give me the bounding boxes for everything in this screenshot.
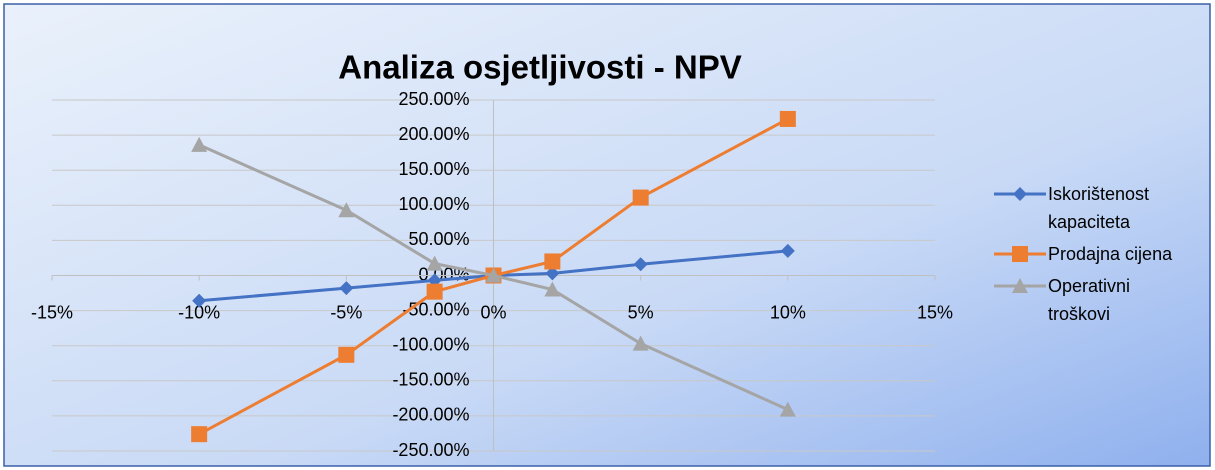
marker — [1012, 246, 1028, 262]
x-tick-label: -5% — [330, 302, 362, 322]
y-tick-label: 100.00% — [398, 194, 469, 214]
y-tick-label: -250.00% — [392, 440, 469, 460]
y-tick-label: -100.00% — [392, 334, 469, 354]
marker — [485, 267, 502, 283]
marker — [632, 189, 649, 206]
marker — [338, 346, 355, 363]
legend-item: Prodajna cijena — [992, 240, 1192, 268]
marker — [779, 110, 796, 127]
marker — [632, 335, 649, 351]
marker — [544, 281, 561, 297]
marker — [192, 293, 207, 308]
legend-icon — [994, 187, 1046, 201]
marker — [191, 136, 208, 152]
y-tick-label: -50.00% — [402, 299, 469, 319]
marker — [426, 255, 443, 271]
marker — [780, 243, 795, 258]
marker — [545, 266, 560, 281]
x-tick-label: -10% — [178, 302, 220, 322]
x-tick-label: 0% — [480, 302, 506, 322]
x-tick-label: -15% — [31, 302, 73, 322]
legend-item: Operativni troškovi — [992, 272, 1192, 328]
background — [3, 3, 1211, 467]
marker — [633, 257, 648, 272]
legend-label: Operativni troškovi — [1048, 276, 1131, 324]
legend: Iskorištenost kapaciteta Prodajna cijena O… — [992, 180, 1192, 332]
legend-label: Prodajna cijena — [1048, 244, 1173, 264]
y-tick-label: -200.00% — [392, 405, 469, 425]
y-tick-label: 50.00% — [408, 229, 469, 249]
marker — [544, 253, 561, 270]
marker — [779, 401, 796, 417]
marker — [1013, 187, 1027, 201]
marker — [1012, 278, 1028, 293]
marker — [191, 426, 208, 443]
legend-icon — [994, 278, 1046, 293]
marker — [426, 283, 443, 300]
y-tick-label: 150.00% — [398, 159, 469, 179]
marker — [339, 281, 354, 296]
chart-title: Analiza osjetljivosti - NPV — [338, 49, 741, 86]
marker — [338, 202, 355, 218]
y-tick-label: 250.00% — [398, 89, 469, 109]
legend-item: Iskorištenost kapaciteta — [992, 180, 1192, 236]
y-tick-label: 200.00% — [398, 124, 469, 144]
x-tick-label: 15% — [917, 302, 953, 322]
x-tick-label: 5% — [628, 302, 654, 322]
x-tick-label: 10% — [770, 302, 806, 322]
y-tick-label: -150.00% — [392, 370, 469, 390]
legend-icon — [994, 246, 1046, 262]
legend-label: Iskorištenost kapaciteta — [1048, 184, 1150, 232]
